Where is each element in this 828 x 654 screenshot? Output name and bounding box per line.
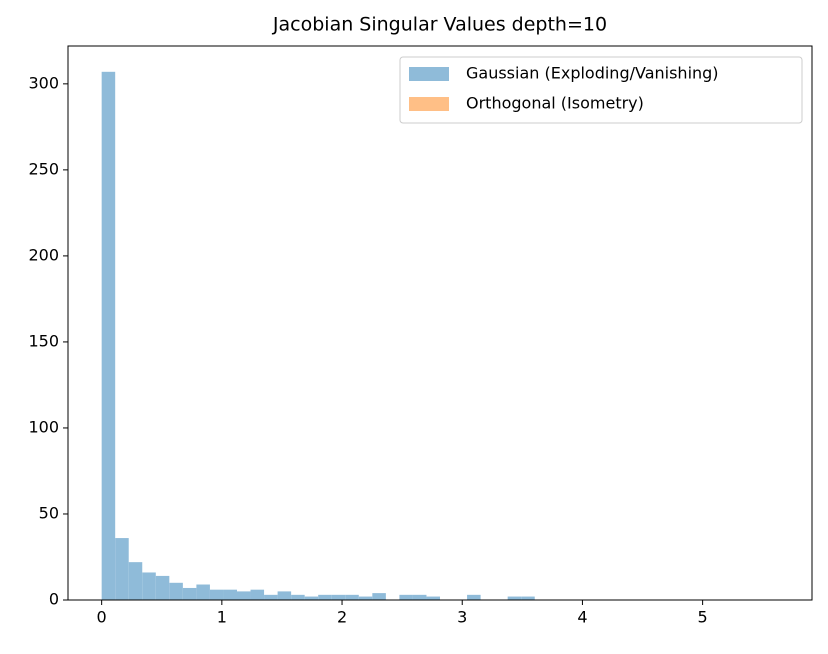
bar — [467, 594, 481, 600]
legend-swatch — [409, 97, 449, 111]
bar — [264, 594, 278, 600]
bar — [277, 591, 292, 600]
y-tick-label: 150 — [28, 331, 59, 350]
bar — [372, 593, 386, 600]
y-tick-label: 0 — [49, 590, 59, 609]
bar — [128, 562, 143, 600]
bar — [412, 594, 427, 600]
bar — [142, 572, 156, 600]
bar — [209, 589, 224, 600]
legend-label: Gaussian (Exploding/Vanishing) — [466, 64, 719, 83]
bar — [182, 587, 197, 600]
bar — [318, 594, 332, 600]
bar — [331, 594, 346, 600]
bar — [155, 575, 170, 600]
legend-box — [399, 56, 803, 124]
bar — [196, 584, 210, 600]
bar — [236, 591, 251, 600]
bar — [169, 582, 183, 600]
bar — [507, 596, 522, 600]
bar — [358, 596, 373, 600]
x-tick-label: 4 — [577, 608, 587, 627]
axes-frame — [67, 45, 813, 601]
y-tick-label: 300 — [28, 73, 59, 92]
y-tick-label: 250 — [28, 159, 59, 178]
bar — [291, 594, 305, 600]
x-tick-label: 1 — [217, 608, 227, 627]
legend-label: Orthogonal (Isometry) — [466, 94, 644, 113]
bar — [115, 538, 129, 600]
bar — [345, 594, 359, 600]
bar — [521, 596, 535, 600]
bar — [426, 596, 440, 600]
x-tick-label: 2 — [337, 608, 347, 627]
bar — [250, 589, 265, 600]
bar — [399, 594, 413, 600]
bar — [304, 596, 319, 600]
x-tick-label: 3 — [457, 608, 467, 627]
x-tick-label: 0 — [97, 608, 107, 627]
y-tick-label: 50 — [39, 503, 59, 522]
bar — [101, 71, 116, 601]
bar — [223, 589, 237, 600]
y-tick-label: 200 — [28, 245, 59, 264]
chart-title: Jacobian Singular Values depth=10 — [272, 14, 607, 36]
x-tick-label: 5 — [698, 608, 708, 627]
legend-swatch — [409, 67, 449, 81]
y-tick-label: 100 — [28, 417, 59, 436]
